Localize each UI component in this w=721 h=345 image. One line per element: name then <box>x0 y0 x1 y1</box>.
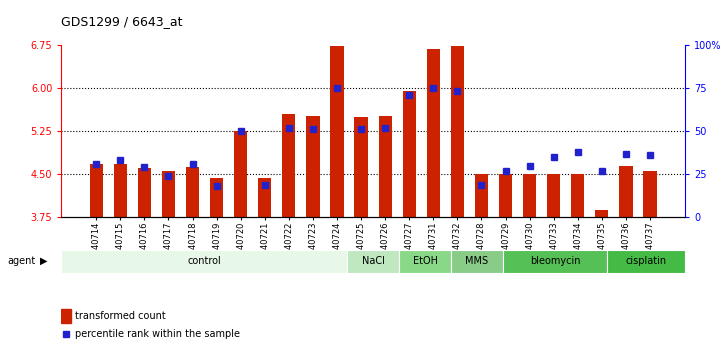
Text: GDS1299 / 6643_at: GDS1299 / 6643_at <box>61 14 183 28</box>
Bar <box>571 174 585 217</box>
Bar <box>451 250 503 273</box>
Bar <box>347 250 399 273</box>
Bar <box>475 174 488 217</box>
Bar <box>330 46 344 217</box>
Bar <box>523 174 536 217</box>
Text: control: control <box>187 256 221 266</box>
Bar <box>282 114 296 217</box>
Text: agent: agent <box>7 256 35 266</box>
Bar <box>402 91 416 217</box>
Bar <box>379 116 392 217</box>
Bar <box>114 164 127 217</box>
Text: bleomycin: bleomycin <box>530 256 580 266</box>
Bar <box>186 167 199 217</box>
Bar <box>503 250 607 273</box>
Bar <box>499 174 512 217</box>
Bar <box>355 117 368 217</box>
Bar <box>162 171 175 217</box>
Bar <box>619 166 632 217</box>
Bar <box>61 250 347 273</box>
Text: MMS: MMS <box>466 256 489 266</box>
Bar <box>547 174 560 217</box>
Text: NaCl: NaCl <box>362 256 384 266</box>
Bar <box>89 164 103 217</box>
Bar <box>399 250 451 273</box>
Bar <box>596 210 609 217</box>
Bar <box>607 250 685 273</box>
Bar <box>306 116 319 217</box>
Text: EtOH: EtOH <box>412 256 438 266</box>
Bar <box>643 171 657 217</box>
Bar <box>427 49 440 217</box>
Text: transformed count: transformed count <box>75 311 166 321</box>
Bar <box>138 168 151 217</box>
Text: ▶: ▶ <box>40 256 47 266</box>
Bar <box>451 46 464 217</box>
Bar <box>210 178 224 217</box>
Text: percentile rank within the sample: percentile rank within the sample <box>75 329 240 339</box>
Bar <box>61 309 71 323</box>
Bar <box>234 131 247 217</box>
Bar <box>258 178 271 217</box>
Text: cisplatin: cisplatin <box>625 256 666 266</box>
